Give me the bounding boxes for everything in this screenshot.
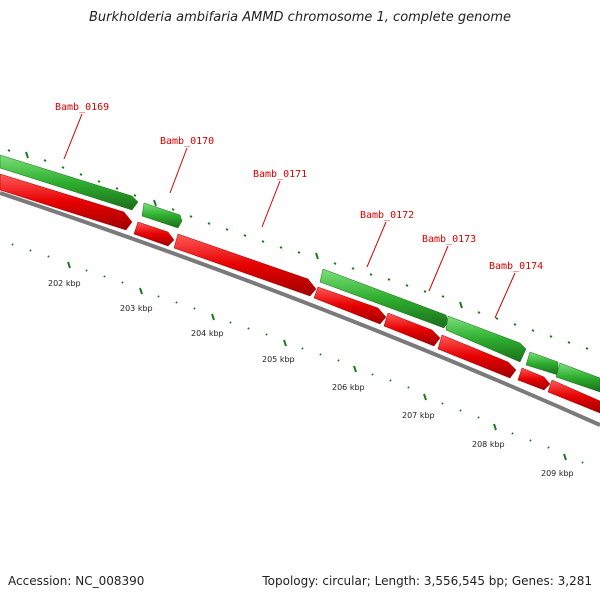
gene-next-forward-feature[interactable] [555,362,600,393]
position-labels: 202 kbp 203 kbp 204 kbp 205 kbp 206 kbp … [48,279,574,478]
reverse-gene-7[interactable] [517,367,551,391]
gene-label-bamb-0169[interactable]: Bamb_0169 [55,102,109,113]
gene-label-leaders [63,113,516,319]
gene-label-bamb-0173[interactable]: Bamb_0173 [422,234,476,245]
position-label-206: 206 kbp [332,383,365,392]
reverse-gene-8[interactable] [547,379,600,414]
accession-text: Accession: NC_008390 [8,574,145,588]
gene-label-bamb-0174[interactable]: Bamb_0174 [489,261,543,272]
position-label-207: 207 kbp [402,411,435,420]
gene-bamb-0171-feature[interactable] [173,233,317,297]
reverse-gene-1[interactable] [0,173,133,231]
gene-labels: Bamb_0169 Bamb_0170 Bamb_0171 Bamb_0172 … [55,102,543,272]
outer-tick-track [7,149,589,350]
position-label-204: 204 kbp [191,329,224,338]
gene-label-bamb-0172[interactable]: Bamb_0172 [360,210,414,221]
gene-bamb-0169-feature[interactable] [0,154,139,211]
gene-bamb-0173-feature[interactable] [445,315,527,363]
position-label-208: 208 kbp [472,440,505,449]
position-label-205: 205 kbp [262,355,295,364]
reverse-gene-4[interactable] [313,286,387,325]
gene-bamb-0172-feature[interactable] [319,268,449,329]
gene-label-bamb-0170[interactable]: Bamb_0170 [160,136,214,147]
map-title: Burkholderia ambifaria AMMD chromosome 1… [88,10,512,25]
gene-bamb-0170-feature[interactable] [141,202,183,229]
position-label-203: 203 kbp [120,304,153,313]
reverse-gene-5[interactable] [383,312,441,347]
gene-label-bamb-0171[interactable]: Bamb_0171 [253,169,307,180]
genome-summary-text: Topology: circular; Length: 3,556,545 bp… [262,574,592,588]
position-label-202: 202 kbp [48,279,81,288]
position-label-209: 209 kbp [541,469,574,478]
reverse-gene-6[interactable] [437,334,517,379]
inner-tick-track [11,243,584,464]
forward-strand-genes [0,154,600,393]
reverse-strand-genes [0,173,600,414]
reverse-gene-2[interactable] [133,221,175,247]
genome-backbone [0,191,600,427]
